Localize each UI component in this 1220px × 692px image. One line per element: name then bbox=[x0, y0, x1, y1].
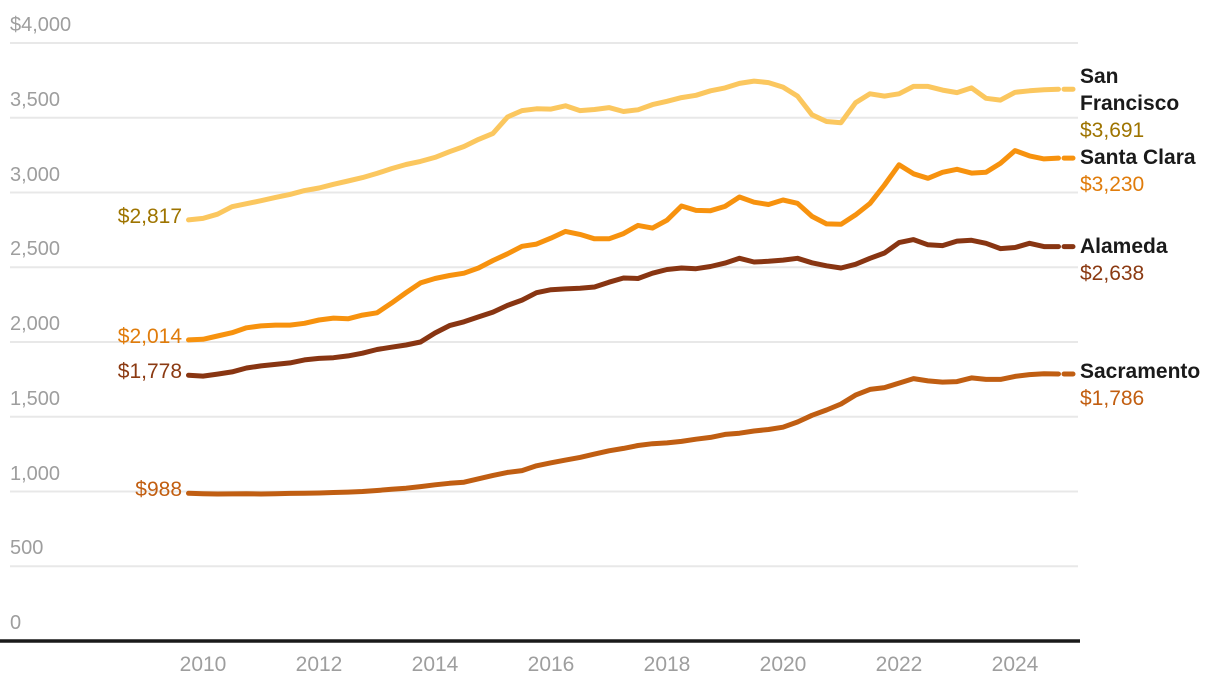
legend-name-sacramento: Sacramento bbox=[1080, 360, 1201, 383]
x-tick-label-2024: 2024 bbox=[991, 653, 1039, 676]
series-line-sacramento bbox=[186, 371, 1061, 497]
series-line-alameda bbox=[186, 237, 1061, 379]
legend-san-francisco: San Francisco $3,691 bbox=[1080, 63, 1214, 144]
legend-sacramento: Sacramento $1,786 bbox=[1080, 358, 1214, 412]
y-tick-label-2500: 2,500 bbox=[10, 238, 61, 261]
start-value-label-santa-clara: $2,014 bbox=[117, 324, 182, 348]
series-line-santa-clara bbox=[186, 148, 1061, 343]
series-line-san-francisco bbox=[186, 78, 1061, 223]
legend-value-san-francisco: $3,691 bbox=[1080, 119, 1145, 142]
legend-santa-clara: Santa Clara $3,230 bbox=[1080, 144, 1214, 198]
y-tick-label-3500: 3,500 bbox=[10, 88, 61, 111]
legend-name-santa-clara: Santa Clara bbox=[1080, 146, 1196, 169]
legend-value-santa-clara: $3,230 bbox=[1080, 173, 1145, 196]
x-tick-label-2012: 2012 bbox=[295, 653, 343, 676]
x-tick-label-2014: 2014 bbox=[411, 653, 459, 676]
start-value-label-sacramento: $988 bbox=[135, 478, 182, 502]
legend-name-san-francisco: San Francisco bbox=[1080, 65, 1180, 115]
legend-value-alameda: $2,638 bbox=[1080, 262, 1145, 285]
y-tick-label-1500: 1,500 bbox=[10, 387, 61, 410]
y-tick-label-0: 0 bbox=[10, 612, 22, 634]
x-tick-label-2018: 2018 bbox=[643, 653, 691, 676]
legend-value-sacramento: $1,786 bbox=[1080, 387, 1145, 410]
x-tick-label-2020: 2020 bbox=[759, 653, 807, 676]
start-value-label-alameda: $1,778 bbox=[117, 360, 182, 384]
y-tick-label-4000: $4,000 bbox=[10, 14, 72, 36]
start-value-label-san-francisco: $2,817 bbox=[117, 204, 182, 228]
y-tick-label-500: 500 bbox=[10, 537, 44, 560]
legend-name-alameda: Alameda bbox=[1080, 235, 1168, 258]
x-tick-label-2010: 2010 bbox=[179, 653, 227, 676]
x-tick-label-2016: 2016 bbox=[527, 653, 575, 676]
y-tick-label-1000: 1,000 bbox=[10, 462, 61, 485]
x-tick-label-2022: 2022 bbox=[875, 653, 923, 676]
legend-alameda: Alameda $2,638 bbox=[1080, 233, 1214, 287]
y-tick-label-3000: 3,000 bbox=[10, 163, 61, 186]
y-tick-label-2000: 2,000 bbox=[10, 313, 61, 335]
